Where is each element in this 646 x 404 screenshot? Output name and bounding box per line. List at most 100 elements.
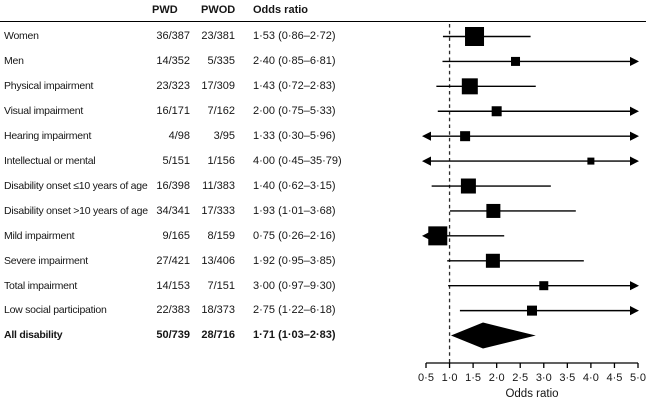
pwod-value: 13/406: [201, 254, 235, 267]
pwd-value: 23/323: [156, 80, 190, 93]
or-marker: [460, 131, 471, 142]
or-marker: [461, 78, 478, 95]
table-row: Mild impairment 9/165 8/159 0·75 (0·26–2·16…: [0, 223, 412, 248]
pwd-value: 9/165: [162, 229, 190, 242]
table-row: Women 36/387 23/381 1·53 (0·86–2·72): [0, 24, 412, 49]
row-label: All disability: [4, 329, 63, 342]
pwod-value: 8/159: [207, 229, 235, 242]
table-row: Total impairment 14/153 7/151 3·00 (0·97–9·…: [0, 273, 412, 298]
row-label: Low social participation: [4, 304, 107, 317]
or-marker: [485, 253, 500, 268]
right-arrow: [630, 56, 639, 67]
pwd-value: 16/398: [156, 179, 190, 192]
table-row: All disability 50/739 28/716 1·71 (1·03–2·8…: [0, 323, 412, 348]
table-row: Disability onset >10 years of age 34/341 1…: [0, 198, 412, 223]
or-marker: [527, 305, 537, 316]
odds-ratio-value: 2·00 (0·75–5·33): [253, 105, 336, 118]
row-label: Mild impairment: [4, 229, 75, 242]
col-header-pwod: PWOD: [201, 4, 236, 16]
axis-tick-label: 0·5: [418, 372, 434, 384]
odds-ratio-value: 1·92 (0·95–3·85): [253, 254, 336, 267]
pwod-value: 7/151: [207, 279, 235, 292]
axis-tick-label: 4·5: [606, 372, 622, 384]
left-arrow: [422, 156, 431, 166]
axis-tick-label: 4·0: [583, 372, 599, 384]
col-header-odds-ratio: Odds ratio: [253, 4, 309, 16]
col-header-pwd: PWD: [152, 4, 178, 16]
or-marker: [539, 281, 549, 291]
or-marker: [511, 56, 521, 66]
row-label: Men: [4, 55, 24, 68]
odds-ratio-value: 1·43 (0·72–2·83): [253, 80, 336, 93]
pwd-value: 16/171: [156, 105, 190, 118]
right-arrow: [630, 156, 639, 166]
pwod-value: 17/333: [201, 204, 235, 217]
x-axis-label: Odds ratio: [505, 388, 558, 400]
row-label: Women: [4, 30, 39, 43]
odds-ratio-value: 1·53 (0·86–2·72): [253, 30, 336, 43]
right-arrow: [630, 306, 639, 316]
odds-ratio-value: 0·75 (0·26–2·16): [253, 229, 336, 242]
row-label: Disability onset ≤10 years of age: [4, 179, 148, 192]
axis-tick-label: 2·5: [512, 372, 528, 384]
pwod-value: 23/381: [201, 30, 235, 43]
odds-ratio-value: 1·40 (0·62–3·15): [253, 179, 336, 192]
right-arrow: [630, 281, 639, 291]
axis-tick-label: 3·0: [536, 372, 552, 384]
table-header: PWD PWOD Odds ratio: [0, 0, 646, 22]
table-row: Low social participation 22/383 18/373 2·75…: [0, 298, 412, 323]
pwd-value: 14/153: [156, 279, 190, 292]
summary-diamond: [450, 322, 536, 349]
pwd-value: 5/151: [162, 154, 190, 167]
odds-ratio-value: 3·00 (0·97–9·30): [253, 279, 336, 292]
pwd-value: 27/421: [156, 254, 190, 267]
pwd-value: 4/98: [168, 130, 190, 143]
table-row: Visual impairment 16/171 7/162 2·00 (0·75–5…: [0, 99, 412, 124]
pwd-value: 50/739: [156, 329, 190, 342]
pwod-value: 17/309: [201, 80, 235, 93]
table-row: Physical impairment 23/323 17/309 1·43 (0·7…: [0, 74, 412, 99]
row-label: Total impairment: [4, 279, 78, 292]
forest-plot: 0·5 1·0 1·5 2·0 2·5 3·0 3·5 4·0 4·5 5·0 Odds ratio: [418, 24, 646, 400]
row-label: Severe impairment: [4, 254, 88, 267]
pwod-value: 5/335: [207, 55, 235, 68]
table-row: Hearing impairment 4/98 3/95 1·33 (0·30–5·9…: [0, 124, 412, 149]
table-row: Men 14/352 5/335 2·40 (0·85–6·81): [0, 49, 412, 74]
odds-ratio-value: 1·71 (1·03–2·83): [253, 329, 336, 342]
odds-ratio-value: 1·93 (1·01–3·68): [253, 204, 336, 217]
odds-ratio-value: 4·00 (0·45–35·79): [253, 154, 342, 167]
axis-tick-label: 2·0: [489, 372, 505, 384]
row-label: Disability onset >10 years of age: [4, 204, 148, 217]
or-marker: [428, 226, 448, 246]
table-row: Intellectual or mental 5/151 1/156 4·00 (0·…: [0, 149, 412, 174]
pwod-value: 3/95: [213, 130, 235, 143]
pwd-value: 14/352: [156, 55, 190, 68]
odds-ratio-value: 2·75 (1·22–6·18): [253, 304, 336, 317]
pwod-value: 18/373: [201, 304, 235, 317]
pwd-value: 34/341: [156, 204, 190, 217]
or-marker: [491, 106, 502, 117]
row-label: Physical impairment: [4, 80, 94, 93]
pwod-value: 11/383: [202, 179, 235, 192]
axis-tick-label: 5·0: [630, 372, 646, 384]
table-body: Women 36/387 23/381 1·53 (0·86–2·72) Men 14/3…: [0, 24, 412, 348]
pwd-value: 22/383: [156, 304, 190, 317]
table-row: Severe impairment 27/421 13/406 1·92 (0·95–…: [0, 248, 412, 273]
pwod-value: 28/716: [201, 329, 235, 342]
row-label: Intellectual or mental: [4, 154, 96, 167]
axis-tick-label: 3·5: [559, 372, 575, 384]
table-row: Disability onset ≤10 years of age 16/398 1…: [0, 173, 412, 198]
or-marker: [460, 178, 476, 194]
pwod-value: 1/156: [207, 154, 235, 167]
row-label: Visual impairment: [4, 105, 84, 118]
row-label: Hearing impairment: [4, 130, 92, 143]
axis-tick-label: 1·5: [465, 372, 481, 384]
odds-ratio-value: 2·40 (0·85–6·81): [253, 55, 336, 68]
pwod-value: 7/162: [207, 105, 235, 118]
or-marker: [465, 27, 485, 46]
or-marker: [486, 203, 501, 218]
right-arrow: [630, 131, 639, 141]
right-arrow: [630, 106, 639, 116]
left-arrow: [422, 131, 431, 141]
